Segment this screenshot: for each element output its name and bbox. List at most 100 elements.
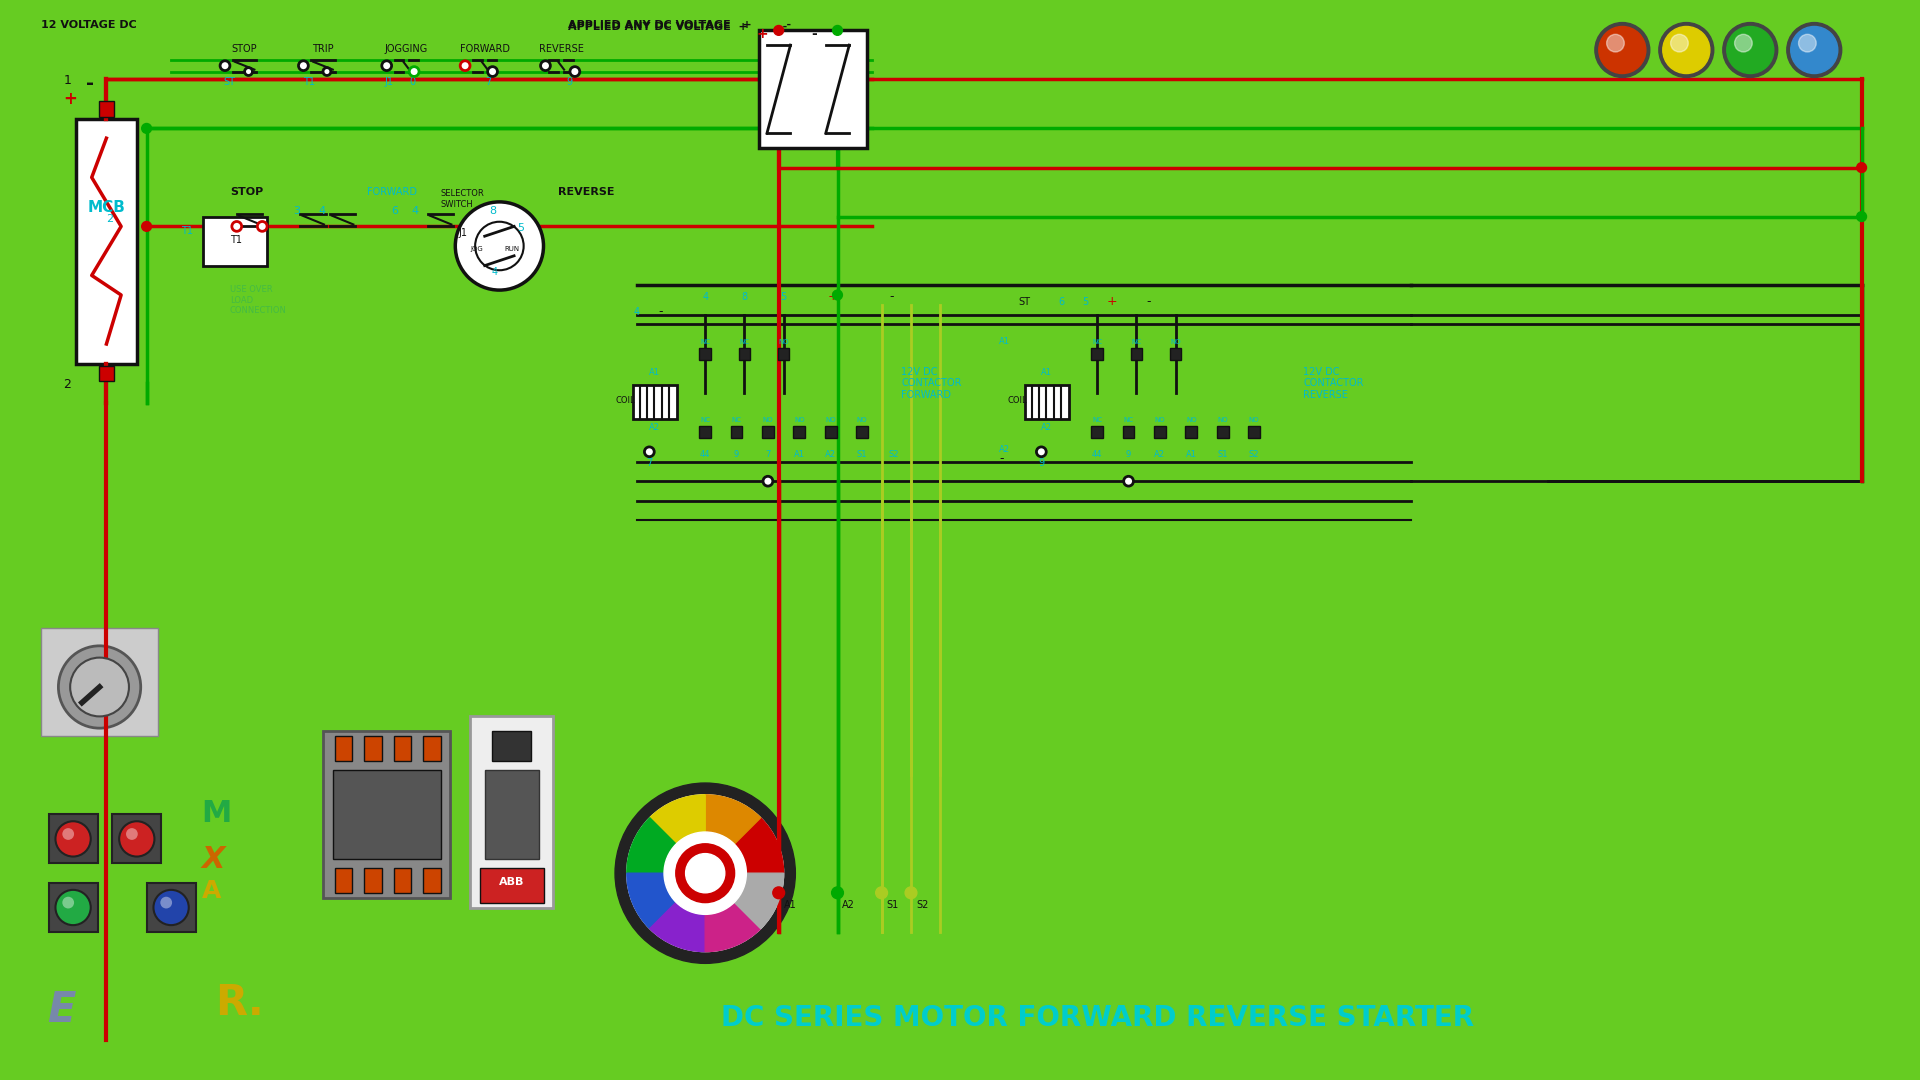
Bar [699,427,710,438]
Bar [492,731,530,760]
Text: -: - [810,27,816,41]
Text: 44: 44 [701,449,710,459]
Text: APPLIED ANY DC VOLTAGE   +         -: APPLIED ANY DC VOLTAGE + - [568,21,791,30]
Polygon shape [705,874,760,951]
Text: A1: A1 [783,900,797,909]
Bar [1091,427,1104,438]
Circle shape [142,221,152,231]
Polygon shape [626,874,705,929]
Text: JOG: JOG [470,246,482,252]
Text: 7: 7 [486,78,492,87]
Bar [1154,427,1165,438]
Bar [699,348,710,360]
Text: A1: A1 [793,449,804,459]
Text: NO: NO [762,417,774,423]
Circle shape [1599,27,1645,73]
Text: A: A [202,879,221,903]
Text: NC: NC [701,339,710,345]
Text: 8: 8 [490,205,497,216]
Text: 9: 9 [733,449,739,459]
Bar [204,217,267,266]
Text: NO: NO [826,417,835,423]
Circle shape [323,68,330,76]
Text: 4: 4 [703,292,708,302]
Text: 5: 5 [516,224,524,233]
Polygon shape [649,795,705,874]
Text: NO: NO [795,417,804,423]
Circle shape [1788,23,1841,78]
Text: 4: 4 [319,205,324,216]
Bar [146,883,196,932]
Text: T1: T1 [180,226,192,237]
Text: NC: NC [1092,339,1102,345]
Circle shape [455,202,543,291]
Bar [98,365,115,381]
Text: 9: 9 [566,78,572,87]
Text: 2: 2 [63,378,71,391]
Polygon shape [649,874,705,951]
Circle shape [1123,476,1133,486]
Text: 6: 6 [1058,297,1064,307]
Circle shape [833,26,843,36]
Text: NC: NC [739,339,749,345]
Circle shape [685,853,726,893]
Text: +: + [828,289,837,302]
Text: J1: J1 [384,78,394,87]
Text: NC: NC [1092,417,1102,423]
Bar [762,427,774,438]
Polygon shape [626,818,705,874]
Text: ST: ST [1020,297,1031,307]
Bar [739,348,751,360]
Circle shape [58,646,140,728]
Polygon shape [705,874,783,929]
Text: 8: 8 [741,292,747,302]
Text: S2: S2 [1248,449,1260,459]
Circle shape [232,221,242,231]
Circle shape [1663,27,1711,73]
Circle shape [1596,23,1649,78]
Text: COIL: COIL [614,395,636,405]
Bar [111,814,161,863]
Text: TRIP: TRIP [313,44,334,54]
Bar [732,427,743,438]
Bar [1169,348,1181,360]
Circle shape [645,447,655,457]
Circle shape [61,896,75,908]
Bar [1123,427,1135,438]
Bar [826,427,837,438]
Text: 7: 7 [766,449,770,459]
Text: -: - [659,305,662,318]
Bar [323,731,451,897]
Bar [480,868,543,903]
Text: FORWARD: FORWARD [367,187,417,197]
Text: 3: 3 [294,205,301,216]
Text: JOGGING: JOGGING [384,44,428,54]
Bar [470,716,553,907]
Text: 4: 4 [411,205,419,216]
Circle shape [56,821,90,856]
Text: FORWARD: FORWARD [459,44,509,54]
Circle shape [1659,23,1715,78]
Text: DC SERIES MOTOR FORWARD REVERSE STARTER: DC SERIES MOTOR FORWARD REVERSE STARTER [720,1004,1475,1032]
Circle shape [1726,27,1774,73]
Circle shape [154,890,188,926]
Polygon shape [705,795,760,874]
Text: MCB: MCB [88,200,125,215]
Text: -: - [86,75,94,93]
Text: NO: NO [856,417,868,423]
Bar [365,735,382,760]
Circle shape [71,658,129,716]
Text: SELECTOR
SWITCH: SELECTOR SWITCH [440,189,484,208]
Text: S1: S1 [1217,449,1229,459]
Bar [332,770,440,859]
Circle shape [833,291,843,300]
Text: +: + [756,27,768,41]
Text: NO: NO [1217,417,1229,423]
Circle shape [614,783,795,963]
Circle shape [1857,163,1866,173]
Bar [793,427,804,438]
Circle shape [1722,23,1778,78]
Circle shape [1857,212,1866,221]
Text: 5: 5 [1083,297,1089,307]
Text: 12V DC
CONTACTOR
REVERSE: 12V DC CONTACTOR REVERSE [1304,366,1363,400]
